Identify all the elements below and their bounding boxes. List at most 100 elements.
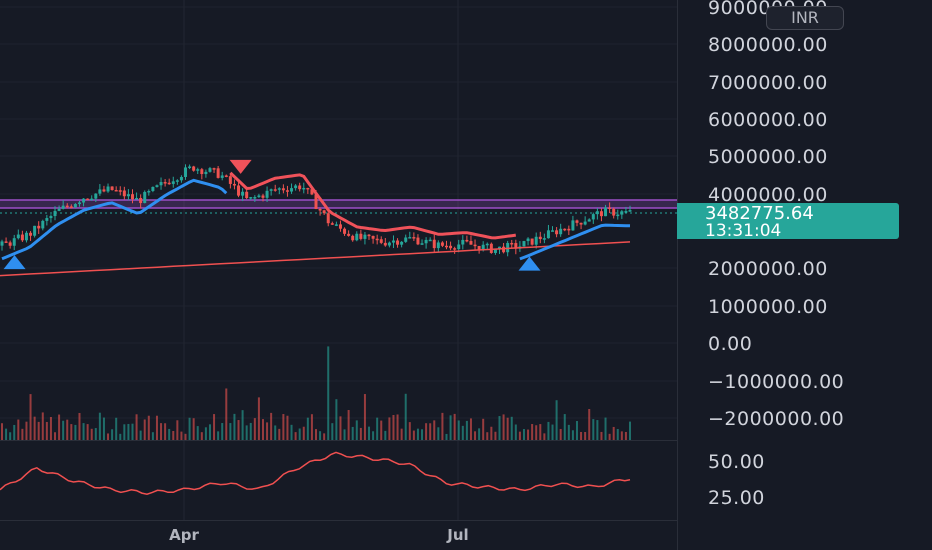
volume-bar [584, 432, 587, 440]
candle-body [20, 234, 24, 241]
volume-bar [539, 424, 542, 440]
volume-bar [482, 418, 485, 440]
candle-body [559, 228, 563, 235]
sell-signal-icon [229, 159, 252, 174]
candle-body [139, 197, 143, 204]
price-axis-label: 1000000.00 [708, 296, 828, 318]
candle-body [192, 166, 196, 171]
candle-body [510, 242, 514, 245]
volume-bar [580, 431, 583, 440]
candle-body [453, 248, 457, 250]
volume-bar [502, 414, 505, 440]
candle-body [261, 195, 265, 198]
candle-body [73, 204, 77, 208]
volume-bar [620, 431, 623, 440]
volume-bar [490, 426, 493, 440]
candle-body [485, 243, 489, 246]
volume-bar [461, 425, 464, 440]
candle-body [163, 182, 167, 184]
candle-body [0, 241, 4, 246]
price-axis-label: 8000000.00 [708, 34, 828, 56]
volume-bar [612, 426, 615, 440]
volume-bar [588, 409, 591, 440]
currency-badge[interactable]: INR [766, 6, 844, 30]
candle-body [298, 185, 302, 190]
volume-bar [58, 414, 61, 440]
volume-bar [592, 419, 595, 440]
candle-body [277, 188, 281, 190]
candle-body [583, 221, 587, 225]
candle-body [522, 241, 526, 247]
candle-body [8, 242, 12, 246]
volume-bar [41, 412, 44, 440]
time-axis-label: Jul [446, 526, 468, 544]
volume-bar [441, 412, 444, 440]
price-axis-label: 6000000.00 [708, 109, 828, 131]
candle-body [506, 242, 510, 253]
volume-bar [445, 433, 448, 440]
volume-bar [155, 415, 158, 440]
candle-body [285, 190, 289, 192]
volume-bar [474, 431, 477, 440]
volume-bar [225, 388, 228, 440]
volume-bar [131, 423, 134, 440]
volume-bar [429, 423, 432, 440]
candle-body [351, 235, 355, 241]
candle-body [200, 169, 204, 175]
candle-body [265, 190, 269, 198]
candle-body [122, 190, 126, 197]
candle-body [612, 208, 616, 216]
candle-body [249, 197, 253, 199]
candle-body [567, 228, 571, 231]
volume-bar [151, 432, 154, 440]
volume-bar [204, 427, 207, 440]
candle-body [228, 176, 232, 184]
indicator-axis-labels[interactable]: 50.00 25.00 [708, 451, 765, 509]
volume-bar [196, 426, 199, 440]
volume-bar [514, 424, 517, 440]
candle-body [106, 186, 110, 192]
price-axis-label: 4000000.00 [708, 184, 828, 206]
candle-body [188, 166, 192, 168]
volume-bar [469, 418, 472, 440]
supertrend-down-line [229, 171, 517, 240]
volume-bar [478, 428, 481, 440]
volume-bar [596, 420, 599, 440]
volume-bar [37, 421, 40, 440]
volume-bar [86, 424, 89, 440]
candle-body [114, 190, 118, 192]
volume-bar [160, 423, 163, 440]
volume-bar [302, 426, 305, 440]
candle-body [253, 197, 257, 199]
volume-bar [298, 428, 301, 440]
volume-bar [17, 419, 20, 440]
time-axis-labels[interactable]: Apr Jul [169, 526, 469, 544]
candle-body [53, 210, 57, 217]
volume-bars [1, 346, 631, 440]
volume-bar [384, 430, 387, 440]
candle-body [526, 238, 530, 242]
volume-bar [135, 414, 138, 440]
volume-bar [90, 428, 93, 440]
candle-body [216, 168, 220, 178]
volume-bar [82, 423, 85, 440]
candle-body [338, 224, 342, 229]
candle-body [135, 197, 139, 200]
candle-body [269, 189, 273, 191]
candle-body [204, 171, 208, 175]
candle-body [359, 233, 363, 239]
volume-bar [13, 424, 16, 440]
candle-body [4, 241, 8, 243]
candle-body [449, 245, 453, 249]
candle-body [171, 181, 175, 184]
candle-body [343, 228, 347, 234]
candle-body [224, 175, 228, 177]
volume-bar [433, 420, 436, 440]
chart-grid [183, 0, 459, 520]
volume-bar [380, 420, 383, 440]
volume-bar [372, 431, 375, 440]
candle-body [432, 239, 436, 249]
buy-signal-icon [518, 256, 541, 271]
volume-bar [282, 414, 285, 440]
